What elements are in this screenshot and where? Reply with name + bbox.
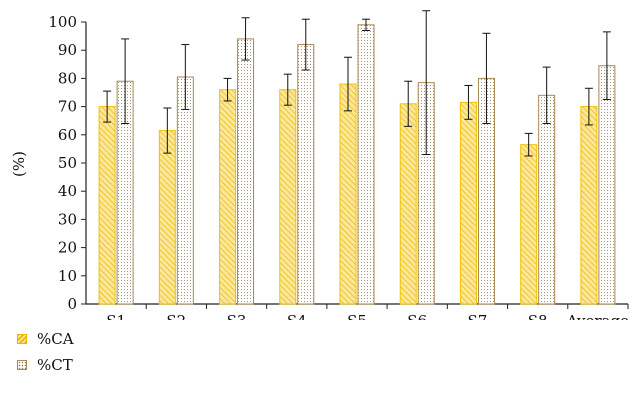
legend-swatch-ct (17, 360, 27, 370)
x-tick-label: S2 (166, 312, 186, 320)
x-tick-label: S3 (227, 312, 247, 320)
y-tick-label: 20 (58, 239, 77, 257)
bar-ca (279, 89, 297, 305)
bar-ct (237, 38, 255, 305)
y-tick-label: 50 (58, 154, 77, 172)
x-tick-label: S7 (468, 312, 488, 320)
legend: %CA %CT (14, 326, 74, 378)
y-tick-label: 10 (58, 267, 77, 285)
y-axis-label: (%) (10, 151, 28, 177)
bar-ca (399, 103, 417, 305)
bar-ca (520, 144, 538, 305)
bar-ct (357, 24, 375, 305)
bar-ca (339, 83, 357, 305)
y-tick-label: 60 (58, 126, 77, 144)
bar-ct (176, 76, 194, 305)
bar-ca (219, 89, 237, 305)
bar-ca (158, 130, 176, 305)
legend-item-ct: %CT (14, 352, 74, 378)
bar-chart: (%) 0 10 20 30 40 50 60 70 80 90 100 S1 S2 S3 S4 S5 S6 S7… (10, 10, 629, 320)
y-tick-label: 80 (58, 69, 77, 87)
bar-ca (459, 101, 477, 305)
bar-ct (538, 94, 556, 305)
plot-area: 0 10 20 30 40 50 60 70 80 90 100 S1 S2 S3 S4 S5 S6 S7 S8 Av… (48, 10, 629, 320)
x-tick-label: S6 (407, 312, 427, 320)
y-tick-label: 70 (58, 98, 77, 116)
x-tick-label: S5 (347, 312, 367, 320)
bar-ca (580, 106, 598, 305)
legend-label-ca: %CA (37, 330, 74, 348)
x-tick-label: S4 (287, 312, 307, 320)
bar-ct (598, 65, 616, 305)
x-tick-label: S8 (528, 312, 548, 320)
y-tick-label: 90 (58, 41, 77, 59)
bar-ct (297, 44, 315, 305)
legend-label-ct: %CT (37, 356, 73, 374)
y-tick-label: 100 (48, 13, 77, 31)
x-tick-label: Average (566, 312, 629, 320)
y-tick-label: 40 (58, 182, 77, 200)
legend-item-ca: %CA (14, 326, 74, 352)
x-tick-label: S1 (106, 312, 126, 320)
legend-swatch-ca (17, 334, 27, 344)
bar-ca (98, 106, 116, 305)
y-tick-label: 30 (58, 210, 77, 228)
y-tick-label: 0 (67, 295, 77, 313)
